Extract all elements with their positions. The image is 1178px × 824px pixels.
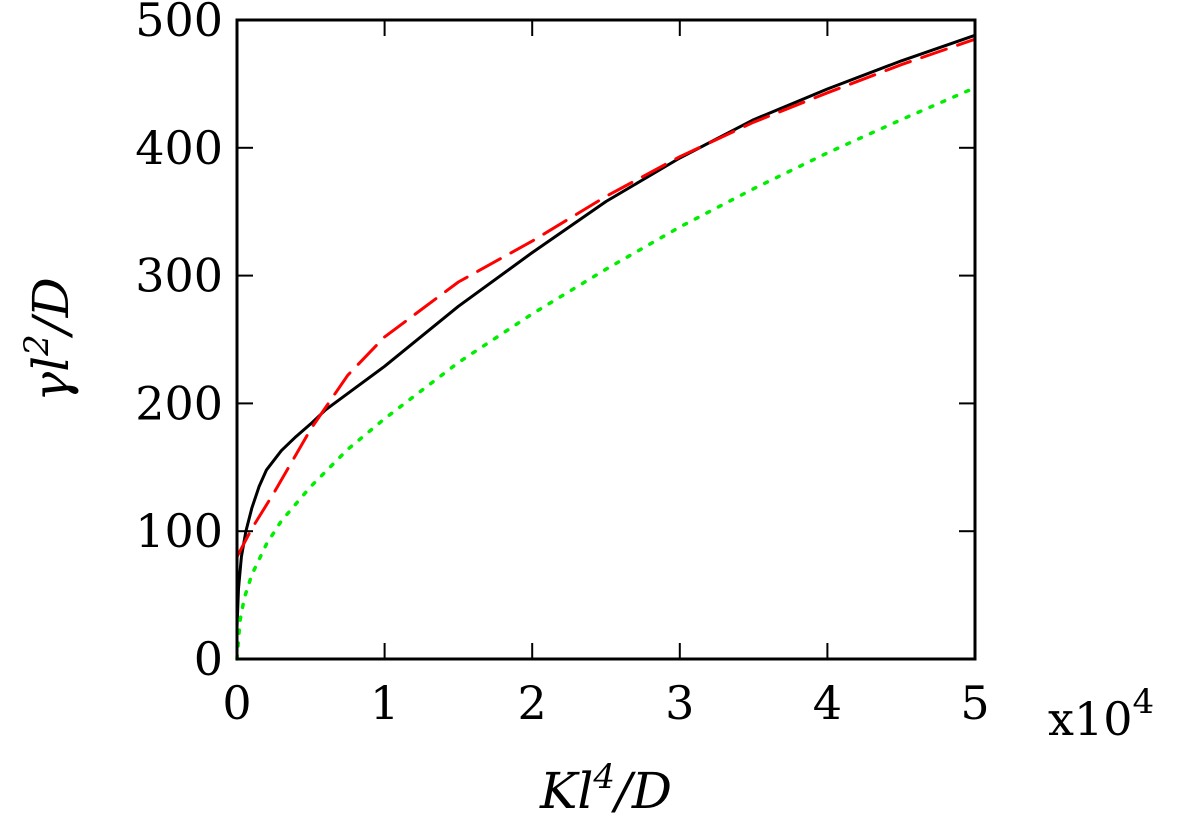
x-axis-label-base: Kl [539, 762, 593, 820]
x-tick-label-2: 2 [518, 676, 547, 730]
x-tick-label-5: 5 [960, 676, 989, 730]
labels-layer: 0 1 2 3 4 5 0 100 200 300 400 500 [135, 0, 989, 730]
x-tick-label-3: 3 [665, 676, 694, 730]
y-tick-label-1: 100 [135, 504, 223, 558]
x-axis-label: Kl4/D [539, 757, 672, 820]
x-tick-label-1: 1 [370, 676, 399, 730]
ticks-layer [236, 19, 976, 660]
y-axis-label-sup: 2 [17, 334, 57, 357]
y-tick-label-4: 400 [135, 121, 223, 175]
x-axis-multiplier-sup: 4 [1132, 682, 1154, 722]
y-axis-label-tail: /D [22, 277, 80, 338]
series-line-1 [235, 37, 977, 559]
series-line-2 [235, 85, 977, 661]
y-tick-label-2: 200 [135, 376, 223, 430]
y-tick-label-0: 0 [194, 632, 223, 686]
x-axis-multiplier-base: x10 [1048, 692, 1132, 746]
y-axis-label-base: γl [22, 356, 80, 402]
x-tick-label-0: 0 [222, 676, 251, 730]
x-tick-label-4: 4 [813, 676, 842, 730]
y-tick-label-5: 500 [135, 0, 223, 47]
x-axis-label-sup: 4 [592, 757, 615, 797]
x-axis-label-tail: /D [611, 762, 672, 820]
series-line-0 [235, 33, 977, 629]
y-axis-label: γl2/D [17, 277, 80, 401]
plot-frame [235, 18, 977, 661]
y-tick-label-3: 300 [135, 249, 223, 303]
x-axis-multiplier: x104 [1048, 682, 1154, 746]
series-layer [235, 33, 977, 661]
